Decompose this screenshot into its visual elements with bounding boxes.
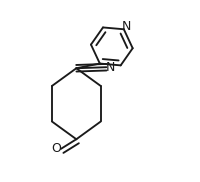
Text: O: O <box>51 142 61 155</box>
Text: N: N <box>106 61 115 74</box>
Text: N: N <box>121 20 131 33</box>
